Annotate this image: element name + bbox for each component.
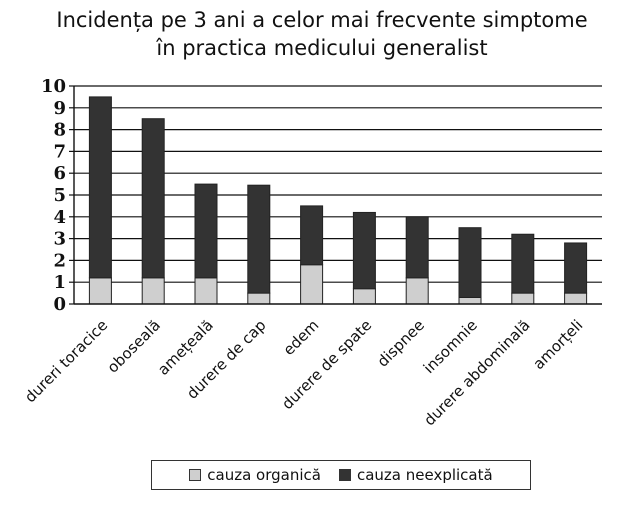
chart-title: Incidența pe 3 ani a celor mai frecvente… [0,6,644,62]
y-tick-label-7: 7 [53,141,66,162]
bar-organic-7 [458,296,482,305]
y-tick-label-1: 1 [53,272,66,293]
bar-unexplained-2 [194,183,218,279]
bar-organic-4 [300,264,324,305]
y-tick-label-6: 6 [53,163,66,184]
x-category-label-5: durere de spate [278,316,375,413]
x-category-label-4: edem [280,316,323,359]
y-tick-label-9: 9 [53,98,66,119]
legend-item-organic: cauza organică [189,466,321,484]
bar-unexplained-6 [405,216,429,279]
chart-title-line-1: Incidența pe 3 ani a celor mai frecvente… [56,8,588,32]
bar-organic-6 [405,277,429,305]
legend-item-unexplained: cauza neexplicată [338,466,493,484]
bar-organic-2 [194,277,218,305]
bar-unexplained-9 [564,242,588,294]
legend-swatch-unexplained [338,469,351,481]
bar-unexplained-5 [352,211,376,290]
x-category-label-8: durere abdominală [420,316,533,429]
bar-unexplained-0 [88,96,112,279]
bar-unexplained-3 [247,184,271,294]
legend: cauza organică cauza neexplicată [151,460,531,490]
y-tick-label-0: 0 [53,294,66,315]
x-category-label-6: dispnee [374,316,428,370]
y-tick-label-5: 5 [53,185,66,206]
x-category-label-9: amorțeli [529,316,586,373]
y-tick-label-8: 8 [53,120,66,141]
chart-title-line-2: în practica medicului generalist [156,36,488,60]
bar-organic-1 [141,277,165,305]
bar-organic-9 [564,292,588,305]
y-tick-label-3: 3 [53,229,66,250]
bar-organic-0 [88,277,112,305]
bar-unexplained-8 [511,233,535,294]
axes [73,86,602,305]
y-tick-label-2: 2 [53,250,66,271]
bar-organic-5 [352,288,376,305]
legend-label-organic: cauza organică [207,466,321,484]
legend-swatch-organic [189,469,202,481]
bar-unexplained-7 [458,227,482,298]
y-tick-label-10: 10 [41,76,66,97]
bars [88,96,588,305]
bar-organic-8 [511,292,535,305]
bar-organic-3 [247,292,271,305]
bar-unexplained-1 [141,118,165,279]
x-category-label-0: dureri toracice [21,316,111,406]
legend-label-unexplained: cauza neexplicată [356,466,493,484]
y-tick-label-4: 4 [53,207,66,228]
bar-unexplained-4 [300,205,324,266]
